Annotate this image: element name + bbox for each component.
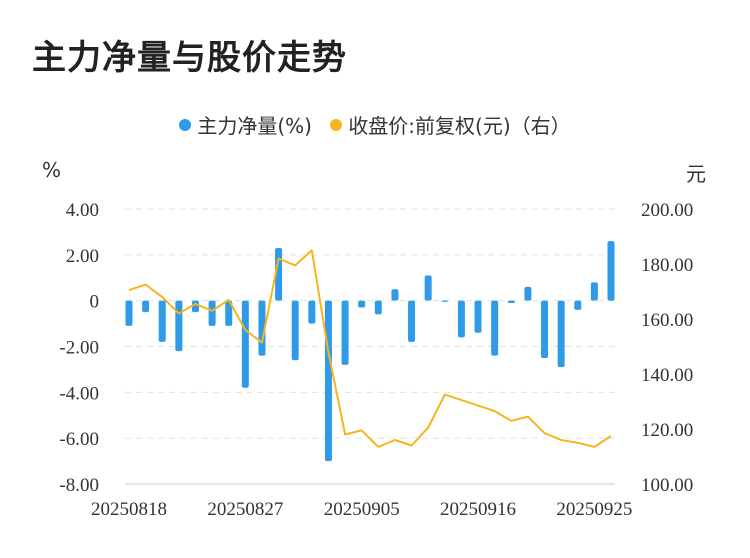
bar-net-volume bbox=[607, 241, 615, 301]
bar-net-volume bbox=[491, 300, 499, 356]
y-right-tick-label: 200.00 bbox=[641, 200, 693, 221]
y-left-tick-label: -6.00 bbox=[59, 429, 99, 450]
bar-net-volume bbox=[524, 286, 532, 301]
legend-item-net-volume[interactable]: 主力净量(%) bbox=[179, 110, 312, 139]
bar-net-volume bbox=[557, 300, 565, 368]
bar-net-volume bbox=[324, 300, 332, 462]
legend: 主力净量(%) 收盘价:前复权(元)（右） bbox=[0, 110, 750, 139]
bar-net-volume bbox=[457, 300, 465, 338]
x-tick-label: 20250916 bbox=[440, 499, 516, 520]
line-close-price bbox=[128, 249, 612, 448]
legend-label-close-price: 收盘价:前复权(元)（右） bbox=[348, 114, 571, 138]
bar-net-volume bbox=[291, 300, 299, 361]
bar-net-volume bbox=[142, 300, 150, 313]
legend-bar-marker bbox=[179, 118, 192, 131]
bar-net-volume bbox=[408, 300, 416, 342]
chart-title: 主力净量与股价走势 bbox=[32, 38, 347, 78]
y-left-tick-label: 2.00 bbox=[66, 246, 99, 267]
bar-net-volume bbox=[208, 300, 216, 326]
y-right-tick-label: 180.00 bbox=[641, 255, 693, 276]
left-axis-unit: % bbox=[42, 158, 62, 182]
bar-net-volume bbox=[590, 282, 598, 301]
y-left-tick-label: 4.00 bbox=[66, 200, 99, 221]
bar-net-volume bbox=[175, 300, 183, 352]
y-left-tick-label: -8.00 bbox=[59, 475, 99, 496]
bar-net-volume bbox=[441, 300, 449, 302]
x-tick-label: 20250818 bbox=[91, 499, 167, 520]
bar-net-volume bbox=[391, 289, 399, 301]
bar-net-volume bbox=[158, 300, 166, 342]
y-right-tick-label: 100.00 bbox=[641, 475, 693, 496]
bar-net-volume bbox=[275, 247, 283, 301]
bar-net-volume bbox=[424, 275, 432, 301]
bar-net-volume bbox=[541, 300, 549, 358]
bar-net-volume bbox=[374, 300, 382, 315]
bar-net-volume bbox=[574, 300, 582, 310]
legend-line-marker bbox=[330, 118, 343, 131]
bar-net-volume bbox=[308, 300, 316, 324]
y-right-tick-label: 160.00 bbox=[641, 310, 693, 331]
right-axis-unit: 元 bbox=[686, 162, 706, 186]
bar-net-volume bbox=[341, 300, 349, 365]
bar-net-volume bbox=[191, 300, 199, 313]
y-right-tick-label: 140.00 bbox=[641, 365, 693, 386]
legend-item-close-price[interactable]: 收盘价:前复权(元)（右） bbox=[330, 110, 571, 139]
bar-net-volume bbox=[474, 300, 482, 333]
bar-net-volume bbox=[358, 300, 366, 308]
y-left-tick-label: 0 bbox=[90, 292, 100, 313]
x-tick-label: 20250905 bbox=[324, 499, 400, 520]
bar-net-volume bbox=[125, 300, 133, 326]
y-left-tick-label: -2.00 bbox=[59, 338, 99, 359]
bar-net-volume bbox=[241, 300, 249, 388]
bar-net-volume bbox=[225, 300, 233, 326]
y-left-tick-label: -4.00 bbox=[59, 383, 99, 404]
x-tick-label: 20250925 bbox=[556, 499, 632, 520]
legend-label-net-volume: 主力净量(%) bbox=[197, 114, 312, 138]
bar-net-volume bbox=[507, 300, 515, 303]
x-tick-label: 20250827 bbox=[207, 499, 283, 520]
y-right-tick-label: 120.00 bbox=[641, 420, 693, 441]
